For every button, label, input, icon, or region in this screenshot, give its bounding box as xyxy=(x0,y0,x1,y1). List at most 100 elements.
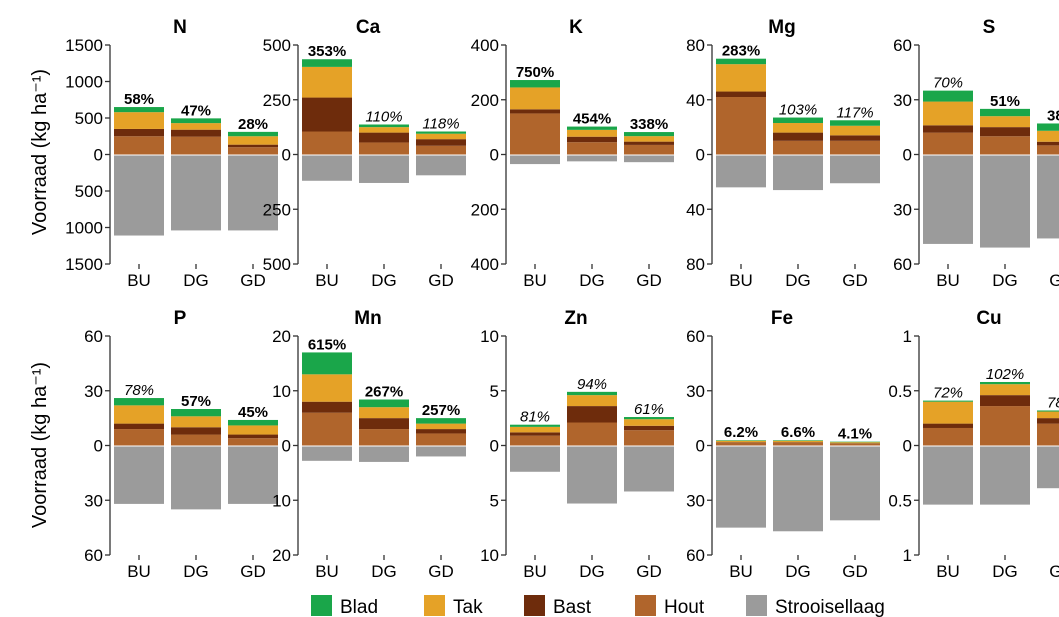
bar-segment-blad xyxy=(716,58,766,65)
y-tick-label: 1500 xyxy=(65,36,103,55)
x-tick-label: GD xyxy=(1049,271,1059,290)
x-tick-label: BU xyxy=(729,562,753,581)
panel-title: N xyxy=(173,17,187,38)
bar-segment-blad xyxy=(114,398,164,406)
legend-item-hout: Hout xyxy=(635,595,705,617)
bar-segment-hout xyxy=(302,412,352,446)
x-tick-label: BU xyxy=(127,271,151,290)
x-tick-label: BU xyxy=(127,562,151,581)
bar-segment-blad xyxy=(923,90,973,102)
data-label: 47% xyxy=(181,102,211,119)
bar-segment-blad xyxy=(359,399,409,408)
y-axis-label-top: Voorraad (kg ha⁻¹) xyxy=(29,69,51,235)
bar-segment-bast xyxy=(624,425,674,431)
bar-segment-hout xyxy=(228,438,278,446)
bar-segment-bast xyxy=(302,401,352,413)
data-label: 38% xyxy=(1047,107,1059,124)
bar-segment-bast xyxy=(567,136,617,143)
x-tick-label: BU xyxy=(315,562,339,581)
bar-segment-bast xyxy=(923,125,973,133)
panel-n: N 1500 1000 500 0 500 1000 1500 58% BU 47% DG 28% GD xyxy=(65,17,278,290)
bar-segment-hout xyxy=(923,427,973,446)
y-tick-label: 0 xyxy=(282,146,291,165)
y-tick-label: 1 xyxy=(903,546,912,565)
x-tick-label: GD xyxy=(240,562,266,581)
y-tick-label: 400 xyxy=(471,36,499,55)
x-tick-label: DG xyxy=(579,271,605,290)
y-tick-label: 0 xyxy=(903,437,912,456)
y-tick-label: 10 xyxy=(272,491,291,510)
x-tick-label: DG xyxy=(785,271,811,290)
panel-title: Mn xyxy=(354,308,381,329)
bar-segment-strooisel xyxy=(510,155,560,165)
y-tick-label: 40 xyxy=(686,200,705,219)
y-tick-label: 500 xyxy=(75,182,103,201)
bar-segment-tak xyxy=(980,116,1030,128)
bar-segment-blad xyxy=(773,440,823,441)
bar-segment-bast xyxy=(830,443,880,444)
y-tick-label: 1500 xyxy=(65,255,103,274)
legend-swatch xyxy=(424,595,445,616)
y-tick-label: 1 xyxy=(903,327,912,346)
data-label: 45% xyxy=(238,404,268,421)
bar-segment-blad xyxy=(980,381,1030,385)
bar-segment-hout xyxy=(567,422,617,446)
x-tick-label: BU xyxy=(936,562,960,581)
bar-segment-bast xyxy=(228,434,278,439)
bar-segment-strooisel xyxy=(830,446,880,521)
legend-label: Blad xyxy=(340,597,378,617)
bar-segment-bast xyxy=(1037,418,1059,424)
bar-segment-strooisel xyxy=(716,155,766,188)
bar-segment-hout xyxy=(171,434,221,446)
legend-item-tak: Tak xyxy=(424,595,483,617)
data-label: 750% xyxy=(516,64,554,81)
data-label: 283% xyxy=(722,43,760,60)
bar-segment-bast xyxy=(773,442,823,443)
y-tick-label: 60 xyxy=(893,255,912,274)
bar-segment-strooisel xyxy=(171,446,221,510)
bar-segment-tak xyxy=(171,416,221,428)
bar-segment-strooisel xyxy=(923,155,973,244)
bar-segment-hout xyxy=(923,132,973,155)
y-tick-label: 0.5 xyxy=(888,491,912,510)
y-tick-label: 10 xyxy=(480,327,499,346)
panel-mg: Mg 80 40 0 40 80 283% BU 103% DG 117% GD xyxy=(686,17,880,290)
legend-label: Strooisellaag xyxy=(775,597,885,617)
legend-swatch xyxy=(524,595,545,616)
x-tick-label: BU xyxy=(729,271,753,290)
bar-segment-bast xyxy=(716,442,766,443)
bar-segment-strooisel xyxy=(171,155,221,231)
y-tick-label: 5 xyxy=(490,491,499,510)
data-label: 6.2% xyxy=(724,424,758,441)
bar-segment-hout xyxy=(773,140,823,155)
y-tick-label: 400 xyxy=(471,255,499,274)
data-label: 78% xyxy=(124,382,154,399)
legend-label: Bast xyxy=(553,597,592,617)
x-tick-label: BU xyxy=(936,271,960,290)
bar-segment-bast xyxy=(171,129,221,137)
bar-segment-bast xyxy=(923,423,973,428)
panel-cu: Cu 1 0.5 0 0.5 1 72% BU 102% DG 78% GD xyxy=(888,308,1059,581)
bar-segment-tak xyxy=(980,384,1030,396)
bar-segment-hout xyxy=(773,442,823,446)
legend-label: Tak xyxy=(453,597,483,617)
x-tick-label: GD xyxy=(636,271,662,290)
y-tick-label: 250 xyxy=(263,91,291,110)
bar-segment-tak xyxy=(228,136,278,145)
bar-segment-strooisel xyxy=(302,155,352,181)
bar-segment-strooisel xyxy=(980,446,1030,505)
x-tick-label: DG xyxy=(371,562,397,581)
y-tick-label: 10 xyxy=(272,382,291,401)
chart-panels: N1500100050005001000150058%BU47%DG28%GDC… xyxy=(65,17,1059,581)
bar-segment-tak xyxy=(830,125,880,136)
bar-segment-blad xyxy=(624,417,674,420)
bar-segment-hout xyxy=(980,136,1030,155)
bar-segment-bast xyxy=(228,144,278,148)
bar-segment-hout xyxy=(716,442,766,446)
bar-segment-bast xyxy=(773,132,823,141)
y-tick-label: 20 xyxy=(272,327,291,346)
bar-segment-strooisel xyxy=(416,446,466,457)
data-label: 28% xyxy=(238,116,268,133)
y-tick-label: 0 xyxy=(696,146,705,165)
y-tick-label: 0 xyxy=(903,146,912,165)
